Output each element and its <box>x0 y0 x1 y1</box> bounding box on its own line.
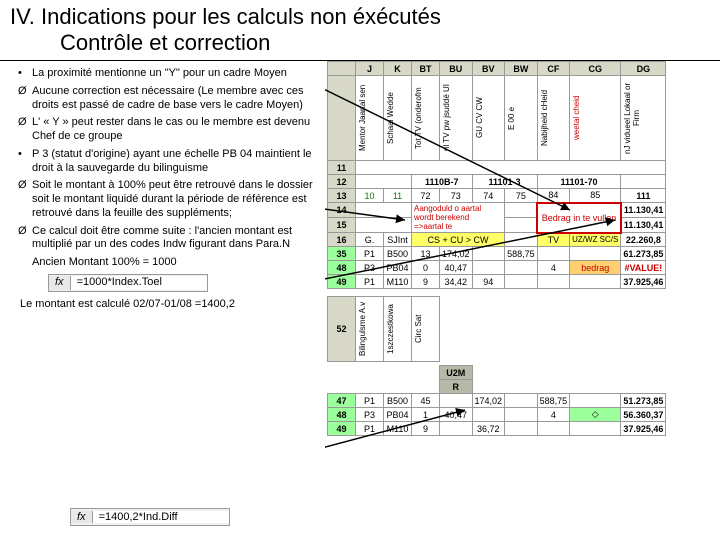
bullet-item: Ancien Montant 100% = 1000 <box>18 256 319 270</box>
bullet-item: Aucune correction est nécessaire (Le mem… <box>18 85 319 113</box>
bullet-list: La proximité mentionne un "Y" pour un ca… <box>0 61 325 436</box>
formula-bar-1: fx=1000*Index.Toel <box>48 274 208 292</box>
bullet-item: Soit le montant à 100% peut être retrouv… <box>18 179 319 220</box>
spreadsheet-area: JKBTBUBVBWCFCGDG Mentor Jaartal senSchaa… <box>325 61 720 436</box>
formula-bar-2: fx=1400,2*Ind.Diff <box>70 508 230 526</box>
spreadsheet-table: JKBTBUBVBWCFCGDG Mentor Jaartal senSchaa… <box>327 61 666 436</box>
calc-note: Le montant est calculé 02/07-01/08 =1400… <box>18 298 319 312</box>
page-title: IV. Indications pour les calculs non éxé… <box>0 0 720 61</box>
bullet-item: L' « Y » peut rester dans le cas ou le m… <box>18 116 319 144</box>
bullet-item: Ce calcul doit être comme suite : l'anci… <box>18 225 319 253</box>
bullet-item: La proximité mentionne un "Y" pour un ca… <box>18 67 319 81</box>
bullet-item: P 3 (statut d'origine) ayant une échelle… <box>18 148 319 176</box>
